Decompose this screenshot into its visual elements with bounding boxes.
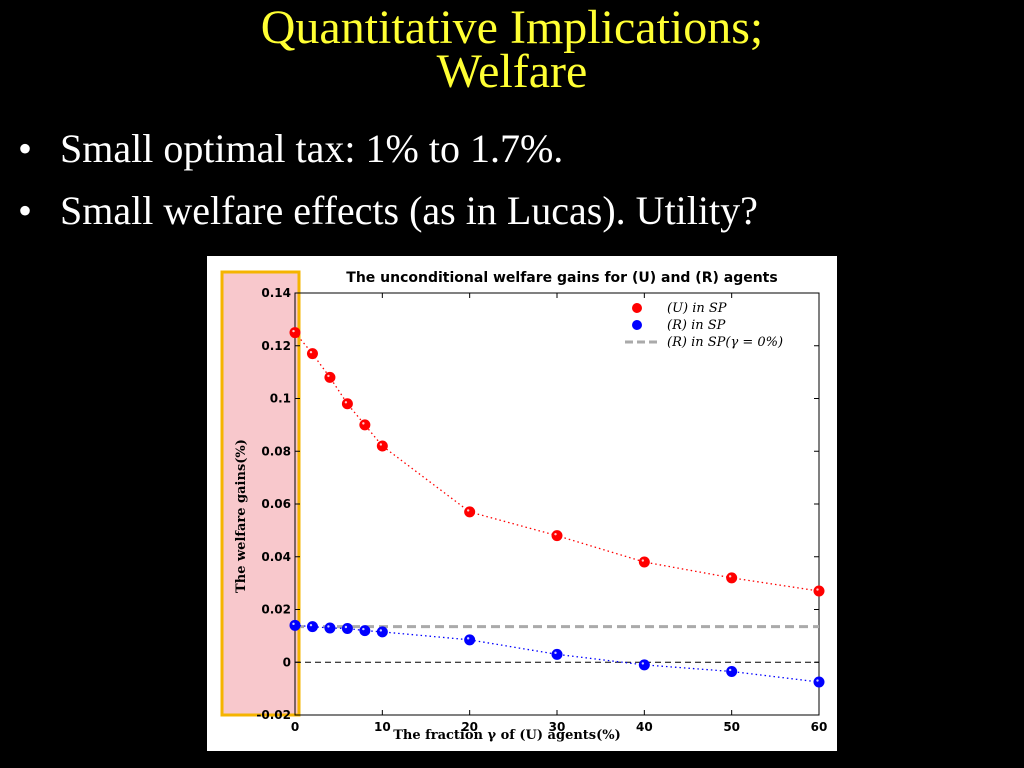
data-point [324, 622, 336, 634]
data-point-highlight [309, 623, 313, 627]
series-points [289, 327, 825, 688]
data-point-highlight [362, 422, 365, 425]
chart-title: The unconditional welfare gains for (U) … [346, 270, 777, 286]
slide-title-line1: Quantitative Implications; [260, 1, 764, 54]
bullet-marker: • [18, 126, 33, 171]
legend-label: (R) in SP [667, 318, 726, 333]
data-point-highlight [728, 575, 732, 578]
data-point [551, 530, 563, 542]
series-lines [294, 332, 820, 683]
data-point [464, 634, 476, 646]
data-point-highlight [379, 629, 383, 632]
y-tick-label: 0.1 [270, 392, 291, 406]
bullet-marker: • [18, 188, 33, 233]
chart-figure: -0.02 0 0.02 0.04 0.06 0.08 0.1 0.12 0.14 0 10 20 30… [207, 256, 837, 751]
highlight-box [220, 270, 301, 717]
data-point [289, 619, 301, 631]
bullet-list: • Small optimal tax: 1% to 1.7%. • Small w… [18, 122, 758, 246]
legend-marker [632, 320, 642, 330]
legend-label: (U) in SP [667, 301, 727, 316]
data-point [813, 585, 825, 597]
data-point-highlight [728, 668, 732, 672]
y-axis-label: The welfare gains(%) [234, 439, 249, 593]
data-point [289, 327, 301, 339]
data-point [306, 621, 318, 633]
data-point [813, 676, 825, 688]
legend: (U) in SP (R) in SP (R) in SP(γ = 0%) [625, 301, 783, 350]
data-point [638, 659, 650, 671]
y-tick-label: 0 [283, 655, 291, 669]
bullet-text: Small optimal tax: 1% to 1.7%. [60, 126, 564, 171]
x-tick-label: 20 [461, 720, 478, 734]
data-point-highlight [327, 625, 330, 628]
x-axis-label: The fraction γ of (U) agents(%) [393, 728, 621, 743]
data-point-highlight [292, 329, 295, 333]
slide-title-line2: Welfare [436, 45, 588, 98]
data-point-highlight [466, 637, 470, 640]
x-tick-label: 60 [811, 720, 828, 734]
legend-label: (R) in SP(γ = 0%) [667, 335, 783, 350]
data-point-highlight [327, 374, 330, 378]
data-point [324, 371, 336, 383]
data-point [306, 348, 318, 360]
x-tick-label: 30 [549, 720, 566, 734]
x-tick-label: 10 [374, 720, 391, 734]
data-point [726, 665, 738, 677]
data-point-highlight [309, 350, 313, 354]
data-point [464, 506, 476, 518]
x-tick-label: 50 [723, 720, 740, 734]
y-tick-label: -0.02 [256, 708, 291, 722]
data-point-highlight [816, 588, 819, 591]
y-tick-label: 0.02 [261, 603, 291, 617]
data-point [341, 622, 353, 634]
y-tick-label: 0.04 [261, 550, 291, 564]
data-point [638, 556, 650, 568]
bullet-text: Small welfare effects (as in Lucas). Uti… [60, 188, 758, 233]
data-point-highlight [554, 532, 557, 536]
bullet-item: • Small optimal tax: 1% to 1.7%. [18, 122, 758, 184]
bullet-item: • Small welfare effects (as in Lucas). Ut… [18, 184, 758, 246]
series-line [294, 332, 820, 592]
data-point [359, 419, 371, 431]
data-point-highlight [292, 622, 295, 626]
slide-title: Quantitative Implications; Welfare [0, 4, 1024, 96]
data-point [376, 440, 388, 452]
x-tick-label: 40 [636, 720, 653, 734]
data-point-highlight [466, 509, 470, 512]
data-point-highlight [554, 651, 557, 655]
data-point [359, 625, 371, 637]
data-point [551, 648, 563, 660]
data-point-highlight [362, 627, 365, 631]
data-point-highlight [379, 443, 383, 446]
y-tick-label: 0.14 [261, 286, 291, 300]
data-point-highlight [344, 625, 348, 629]
legend-marker [632, 303, 642, 313]
data-point-highlight [641, 559, 645, 562]
y-tick-label: 0.06 [261, 497, 291, 511]
y-tick-label: 0.12 [261, 339, 291, 353]
data-point [376, 626, 388, 638]
data-point [726, 572, 738, 584]
data-point-highlight [816, 679, 819, 682]
x-tick-label: 0 [291, 720, 299, 734]
data-point [341, 398, 353, 410]
data-point-highlight [641, 662, 645, 665]
y-tick-label: 0.08 [261, 444, 291, 458]
data-point-highlight [344, 401, 348, 404]
